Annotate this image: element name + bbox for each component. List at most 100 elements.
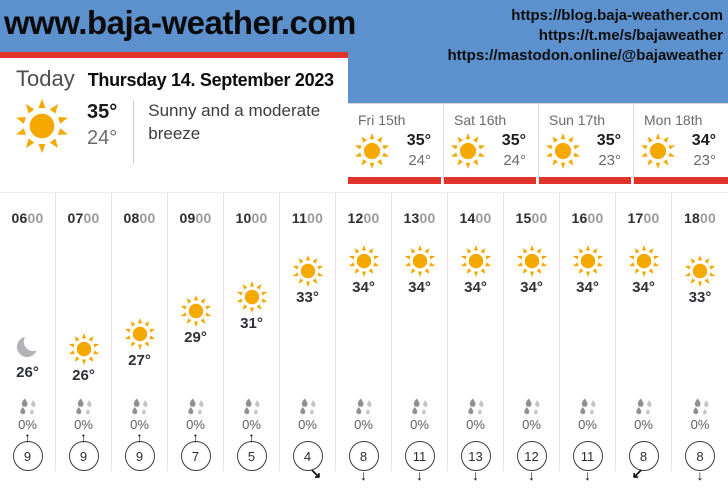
precip-chance: 0% xyxy=(690,417,710,432)
wind-direction-arrow: ↓ xyxy=(696,467,704,483)
day-high-temp: 35° xyxy=(596,132,621,149)
raindrops-icon xyxy=(524,398,540,415)
wind-direction-arrow: ↑ xyxy=(192,429,199,445)
hour-column-0600[interactable]: 0600 26° 0% ↑ 9 xyxy=(0,193,56,471)
time-label: 1500 xyxy=(515,210,548,226)
sun-icon xyxy=(450,133,486,169)
precip-chance: 0% xyxy=(466,417,485,432)
sun-icon xyxy=(627,245,660,277)
day-card-fri[interactable]: Fri 15th 35° 24° xyxy=(348,103,443,184)
precip-chance: 0% xyxy=(522,417,541,432)
hour-temp: 33° xyxy=(296,289,319,306)
precip-block: 0% xyxy=(672,397,728,432)
sun-icon xyxy=(545,133,581,169)
wind-block: ↓ 12 xyxy=(504,433,559,483)
wind-block: ↑ 7 xyxy=(168,429,223,481)
day-low-temp: 24° xyxy=(408,152,431,169)
mastodon-link[interactable]: https://mastodon.online/@bajaweather xyxy=(447,47,724,64)
hour-temp: 31° xyxy=(240,315,263,332)
wind-speed-badge: 9 xyxy=(12,441,43,471)
wind-speed-badge: 9 xyxy=(124,441,155,471)
hourly-forecast-strip: 0600 26° 0% ↑ 9 0700 26° 0% ↑ 9 0800 27° 0… xyxy=(0,192,728,482)
wind-speed-badge: 13 xyxy=(460,441,491,471)
raindrops-icon xyxy=(636,398,652,415)
wind-direction-arrow: ↓ xyxy=(528,467,535,483)
time-label: 1300 xyxy=(403,210,436,226)
hour-column-1400[interactable]: 1400 34° 0% ↓ 13 xyxy=(448,193,504,482)
wind-block: ↙ 8 xyxy=(616,433,671,481)
raindrops-icon xyxy=(76,398,92,415)
wind-speed-badge: 4 xyxy=(292,441,323,471)
day-low-temp: 23° xyxy=(598,152,621,169)
red-underline xyxy=(444,177,536,184)
time-label: 1200 xyxy=(347,210,380,226)
time-label: 1100 xyxy=(291,210,324,226)
precip-block: 0% xyxy=(504,397,559,432)
blog-link[interactable]: https://blog.baja-weather.com xyxy=(511,7,723,24)
day-card-sat[interactable]: Sat 16th 35° 24° xyxy=(443,103,538,184)
wind-direction-arrow: ↓ xyxy=(584,467,591,483)
today-date: Thursday 14. September 2023 xyxy=(87,70,334,90)
hour-column-0700[interactable]: 0700 26° 0% ↑ 9 xyxy=(56,193,112,471)
red-underline xyxy=(634,177,728,184)
hour-column-0900[interactable]: 0900 29° 0% ↑ 7 xyxy=(168,193,224,471)
hour-temp: 34° xyxy=(352,279,375,296)
sun-icon xyxy=(459,245,492,277)
raindrops-icon xyxy=(244,398,260,415)
time-label: 1000 xyxy=(235,210,268,226)
sun-icon xyxy=(515,245,548,277)
hour-column-1600[interactable]: 1600 34° 0% ↓ 11 xyxy=(560,193,616,482)
hour-column-0800[interactable]: 0800 27° 0% ↑ 9 xyxy=(112,193,168,471)
hour-column-1800[interactable]: 1800 33° 0% ↓ 8 xyxy=(672,193,728,482)
today-panel: Today Thursday 14. September 2023 35° 24… xyxy=(0,52,348,192)
social-links: https://blog.baja-weather.com https://t.… xyxy=(448,6,724,66)
hour-column-1100[interactable]: 1100 33° 0% ↘ 4 xyxy=(280,193,336,480)
hour-temp: 34° xyxy=(632,279,655,296)
day-high-temp: 35° xyxy=(406,132,431,149)
hour-temp: 26° xyxy=(72,367,95,384)
hour-column-1500[interactable]: 1500 34° 0% ↓ 12 xyxy=(504,193,560,482)
precip-block: 0% xyxy=(392,397,447,432)
wind-direction-arrow: ↑ xyxy=(136,429,143,445)
time-label: 1600 xyxy=(571,210,604,226)
day-forecast-strip: Fri 15th 35° 24° Sat 16th 35° 24° xyxy=(348,103,728,184)
sun-icon xyxy=(403,245,436,277)
day-card-mon[interactable]: Mon 18th 34° 23° xyxy=(633,103,728,184)
precip-chance: 0% xyxy=(186,417,205,432)
wind-block: ↓ 11 xyxy=(392,433,447,482)
wind-direction-arrow: ↑ xyxy=(24,429,31,445)
red-underline xyxy=(539,177,631,184)
time-label: 0700 xyxy=(67,210,100,226)
wind-speed-badge: 8 xyxy=(348,441,379,471)
precip-chance: 0% xyxy=(578,417,597,432)
wind-speed-badge: 7 xyxy=(180,441,211,471)
precip-chance: 0% xyxy=(74,417,93,432)
precip-block: 0% xyxy=(336,397,391,432)
hour-temp: 34° xyxy=(464,279,487,296)
sun-icon xyxy=(571,245,604,277)
sun-icon xyxy=(640,133,676,169)
wind-direction-arrow: ↙ xyxy=(631,465,644,481)
precip-block: 0% xyxy=(56,397,111,432)
precip-block: 0% xyxy=(280,397,335,432)
day-card-sun[interactable]: Sun 17th 35° 23° xyxy=(538,103,633,184)
precip-chance: 0% xyxy=(410,417,429,432)
telegram-link[interactable]: https://t.me/s/bajaweather xyxy=(538,27,723,44)
wind-direction-arrow: ↑ xyxy=(248,429,255,445)
hour-column-1700[interactable]: 1700 34° 0% ↙ 8 xyxy=(616,193,672,480)
hour-column-1300[interactable]: 1300 34° 0% ↓ 11 xyxy=(392,193,448,482)
wind-block: ↓ 8 xyxy=(336,433,391,482)
precip-block: 0% xyxy=(224,397,279,432)
wind-block: ↑ 5 xyxy=(224,429,279,481)
precip-block: 0% xyxy=(168,397,223,432)
sun-icon xyxy=(354,133,390,169)
day-label: Sat 16th xyxy=(454,112,507,128)
precip-chance: 0% xyxy=(298,417,317,432)
hour-column-1200[interactable]: 1200 34° 0% ↓ 8 xyxy=(336,193,392,482)
sun-icon xyxy=(14,98,70,154)
wind-block: ↘ 4 xyxy=(280,433,335,481)
time-label: 1400 xyxy=(459,210,492,226)
precip-chance: 0% xyxy=(354,417,373,432)
hour-column-1000[interactable]: 1000 31° 0% ↑ 5 xyxy=(224,193,280,471)
